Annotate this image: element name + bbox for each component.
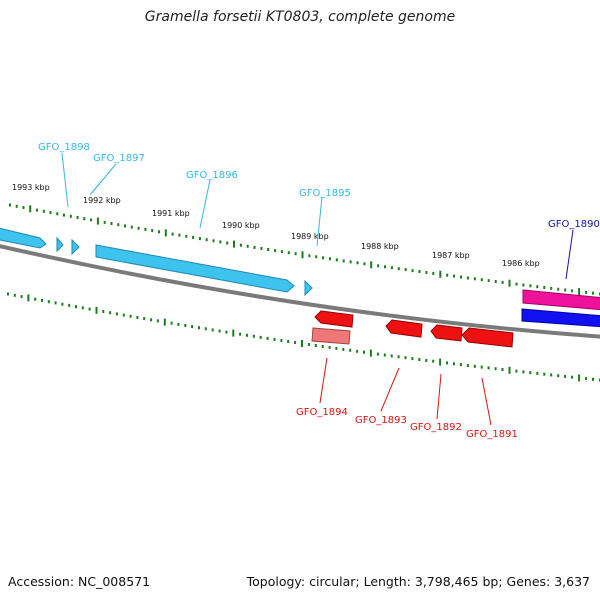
lower-tick-track — [7, 292, 600, 382]
leader-lines — [61, 152, 574, 426]
kbp-label-1992: 1992 kbp — [83, 196, 121, 205]
label-gfo-1898[interactable]: GFO_1898 — [38, 142, 90, 153]
leader-gfo-1898 — [61, 152, 69, 208]
kbp-label-1988: 1988 kbp — [361, 242, 399, 251]
label-gfo-1896[interactable]: GFO_1896 — [186, 170, 238, 181]
label-gfo-1891[interactable]: GFO_1891 — [466, 429, 518, 440]
label-gfo-1897[interactable]: GFO_1897 — [93, 153, 145, 164]
kbp-label-1990: 1990 kbp — [222, 221, 260, 230]
genome-title: Gramella forsetii KT0803, complete genom… — [144, 9, 456, 25]
leader-gfo-1897 — [89, 163, 117, 196]
leader-gfo-1893 — [380, 367, 400, 412]
gene-gfo-1894-b[interactable] — [311, 327, 351, 345]
gene-gfo-1897[interactable] — [71, 238, 80, 256]
leader-gfo-1895 — [316, 196, 323, 247]
leader-gfo-1896 — [199, 179, 211, 229]
leader-gfo-1891 — [481, 377, 492, 426]
gene-gfo-1892[interactable] — [430, 324, 463, 342]
leader-gfo-1892 — [436, 373, 442, 420]
label-gfo-1894[interactable]: GFO_1894 — [296, 407, 348, 418]
gene-gfo-1890-blue[interactable] — [521, 308, 600, 328]
gene-gfo-1896[interactable] — [95, 244, 295, 293]
kbp-label-1989: 1989 kbp — [291, 232, 329, 241]
gene-gfo-1895[interactable] — [304, 279, 313, 297]
accession-text: Accession: NC_008571 — [8, 574, 151, 589]
kbp-label-1987: 1987 kbp — [432, 251, 470, 260]
upper-tick-track — [9, 203, 600, 296]
label-gfo-1892[interactable]: GFO_1892 — [410, 422, 462, 433]
leader-gfo-1894 — [319, 357, 328, 404]
genome-backbone — [0, 244, 600, 339]
gene-gfo-1898[interactable] — [56, 236, 64, 253]
gene-gfo-1894-a[interactable] — [314, 310, 354, 328]
label-gfo-1895[interactable]: GFO_1895 — [299, 188, 351, 199]
label-gfo-1893[interactable]: GFO_1893 — [355, 415, 407, 426]
label-gfo-1890[interactable]: GFO_1890 — [548, 219, 600, 230]
leader-gfo-1890 — [565, 229, 574, 280]
gene-arrow-left-edge[interactable] — [0, 227, 47, 249]
kbp-label-1993: 1993 kbp — [12, 183, 50, 192]
gene-gfo-1893[interactable] — [385, 319, 423, 338]
gene-gfo-1890-pink[interactable] — [522, 289, 600, 311]
gene-gfo-1891[interactable] — [461, 327, 514, 348]
kbp-label-1991: 1991 kbp — [152, 209, 190, 218]
genome-summary-text: Topology: circular; Length: 3,798,465 bp… — [246, 574, 590, 589]
kbp-label-1986: 1986 kbp — [502, 259, 540, 268]
